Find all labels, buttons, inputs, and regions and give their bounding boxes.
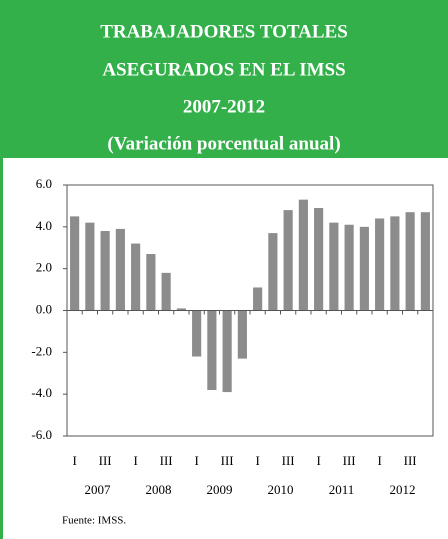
bar [420,212,430,311]
bar [298,199,308,311]
bar [100,231,110,311]
bar [146,254,156,311]
bar [176,308,186,311]
year-label: 2012 [390,482,416,497]
x-tick-label: III [282,453,295,468]
y-tick-label: 6.0 [36,176,52,191]
x-tick-label: III [99,453,112,468]
title-line: ASEGURADOS EN EL IMSS [102,59,345,80]
x-tick-label: III [404,453,417,468]
bar [283,210,293,311]
bar [329,222,339,311]
bar [314,208,324,311]
bar [161,272,171,311]
x-tick-label: I [133,453,137,468]
year-label: 2007 [85,482,112,497]
x-tick-label: I [72,453,76,468]
y-tick-label: 2.0 [36,260,52,275]
source: Fuente: IMSS. [62,515,126,527]
title-line: TRABAJADORES TOTALES [100,21,348,42]
bar [115,228,125,311]
y-tick-label: -2.0 [31,343,52,358]
year-label: 2009 [207,482,233,497]
bar [375,218,385,311]
bar [192,310,202,357]
bar [268,233,278,311]
bar [405,212,415,311]
title-line: 2007-2012 [183,96,265,117]
left-border [0,158,3,539]
year-label: 2010 [268,482,294,497]
y-tick-label: 4.0 [36,218,52,233]
bar [253,287,263,311]
y-tick-label: -4.0 [31,385,52,400]
x-tick-label: III [221,453,234,468]
bar [131,243,141,311]
x-tick-label: I [377,453,381,468]
y-tick-label: -6.0 [31,427,52,442]
x-tick-label: I [194,453,198,468]
bar [390,216,400,311]
bar [222,310,232,393]
year-label: 2011 [329,482,355,497]
year-label: 2008 [146,482,172,497]
bar [359,226,369,311]
x-tick-label: III [343,453,356,468]
x-tick-label: III [160,453,173,468]
y-tick-label: 0.0 [36,301,52,316]
bar [207,310,217,390]
title-line: (Variación porcentual anual) [107,133,340,154]
bar [70,216,80,311]
x-tick-label: I [255,453,259,468]
bar [85,222,95,311]
x-tick-label: I [316,453,320,468]
bar [344,224,354,311]
bar [237,310,247,359]
header [0,0,448,158]
